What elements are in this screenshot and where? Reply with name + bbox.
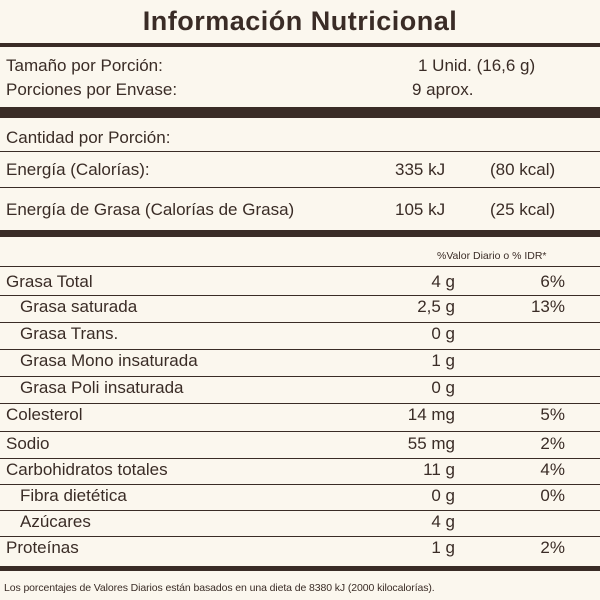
divider (0, 295, 600, 296)
divider (0, 458, 600, 459)
nutrient-name: Proteínas (6, 538, 79, 557)
nutrient-amount: 14 mg (407, 405, 455, 424)
nutrient-daily-value: 0% (540, 486, 565, 505)
label-title: Información Nutricional (142, 6, 458, 36)
nutrient-amount: 0 g (431, 378, 455, 397)
nutrient-amount: 2,5 g (417, 297, 455, 316)
nutrient-amount: 4 g (431, 272, 455, 291)
nutrient-daily-value: 5% (540, 405, 565, 424)
fat-energy-kj: 105 kJ (395, 200, 446, 219)
nutrient-amount: 0 g (431, 486, 455, 505)
nutrient-amount: 4 g (431, 512, 455, 531)
fat-energy-kcal: (25 kcal) (490, 200, 556, 219)
servings-per-container-value: 9 aprox. (412, 80, 474, 99)
nutrient-name: Grasa Poli insaturada (20, 378, 184, 397)
divider (0, 484, 600, 485)
fat-energy-label: Energía de Grasa (Calorías de Grasa) (6, 200, 295, 219)
divider (0, 187, 600, 188)
divider (0, 151, 600, 152)
nutrient-name: Grasa Trans. (20, 324, 119, 343)
nutrient-amount: 11 g (423, 460, 455, 479)
nutrient-name: Sodio (6, 434, 50, 453)
energy-kj: 335 kJ (395, 160, 446, 179)
energy-kcal: (80 kcal) (490, 160, 556, 179)
nutrient-amount: 55 mg (407, 434, 455, 453)
divider (0, 403, 600, 404)
servings-per-container-label: Porciones por Envase: (6, 80, 178, 99)
nutrient-daily-value: 2% (540, 434, 565, 453)
nutrient-daily-value: 13% (530, 297, 565, 316)
divider (0, 230, 600, 237)
nutrient-amount: 1 g (431, 351, 455, 370)
serving-size-value: 1 Unid. (16,6 g) (418, 56, 536, 75)
divider (0, 322, 600, 323)
footnote: Los porcentajes de Valores Diarios están… (4, 582, 435, 594)
nutrient-amount: 1 g (431, 538, 455, 557)
nutrient-name: Grasa Total (6, 272, 93, 291)
divider (0, 376, 600, 377)
nutrient-amount: 0 g (431, 324, 455, 343)
daily-value-header: %Valor Diario o % IDR* (437, 250, 547, 262)
nutrient-daily-value: 6% (540, 272, 565, 291)
nutrient-daily-value: 2% (540, 538, 565, 557)
divider (0, 43, 600, 47)
divider (0, 536, 600, 537)
energy-label: Energía (Calorías): (6, 160, 150, 179)
nutrient-name: Grasa Mono insaturada (20, 351, 198, 370)
nutrient-name: Fibra dietética (20, 486, 127, 505)
amount-per-serving-header: Cantidad por Porción: (6, 128, 171, 147)
nutrient-name: Colesterol (6, 405, 83, 424)
divider (0, 431, 600, 432)
nutrient-name: Azúcares (20, 512, 91, 531)
divider (0, 349, 600, 350)
serving-size-label: Tamaño por Porción: (6, 56, 163, 75)
nutrient-daily-value: 4% (540, 460, 565, 479)
divider (0, 510, 600, 511)
divider (0, 566, 600, 571)
divider (0, 107, 600, 118)
divider (0, 266, 600, 267)
nutrient-name: Grasa saturada (20, 297, 138, 316)
nutrient-name: Carbohidratos totales (6, 460, 168, 479)
